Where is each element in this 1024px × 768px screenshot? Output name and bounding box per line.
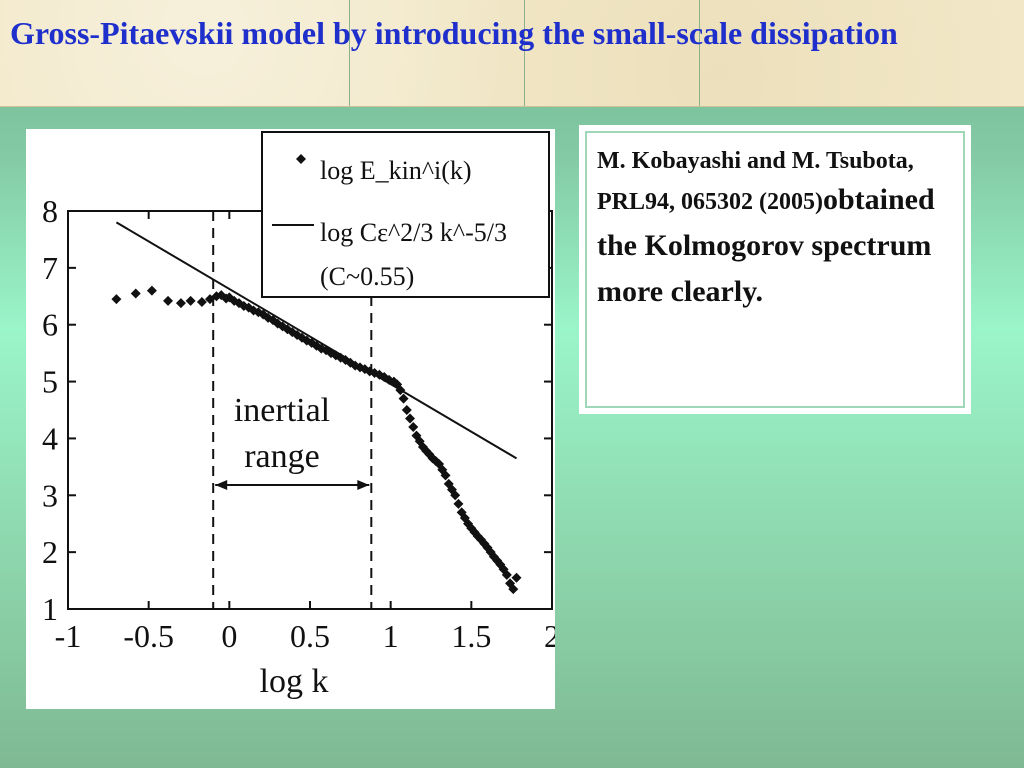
y-tick-label: 6 <box>42 307 58 343</box>
note-frame: M. Kobayashi and M. Tsubota, PRL94, 0653… <box>585 131 965 408</box>
annotation-line2: range <box>244 438 320 475</box>
energy-spectrum-point <box>401 405 412 415</box>
energy-spectrum-point <box>508 584 519 595</box>
energy-spectrum-point <box>243 302 254 313</box>
x-tick-label: 1.5 <box>451 618 491 654</box>
data-marks <box>111 221 522 595</box>
title-grid-line <box>699 0 700 106</box>
energy-spectrum-point <box>440 470 451 481</box>
annotation-line1: inertial <box>234 392 330 429</box>
inertial-range-annotation: inertial range <box>234 392 330 475</box>
energy-spectrum-point <box>359 364 370 375</box>
legend: log E_kin^i(k) log Cε^2/3 k^-5/3 (C~0.55… <box>261 131 550 298</box>
spectrum-chart: -1 -0.5 0 0.5 1 1.5 2 1 2 3 4 5 6 7 8 log k log E_kin^… <box>42 131 555 700</box>
x-axis-label: log k <box>260 663 329 700</box>
y-tick-label: 4 <box>42 420 58 456</box>
energy-spectrum-point <box>282 324 293 335</box>
x-tick-label: -0.5 <box>123 618 174 654</box>
x-tick-label: 2 <box>544 618 555 654</box>
y-tick-label: 5 <box>42 364 58 400</box>
statement-text: obtained the Kolmogorov spectrum more cl… <box>597 183 935 308</box>
title-grid-line <box>524 0 525 106</box>
legend-box <box>261 131 550 298</box>
energy-spectrum-point <box>453 498 464 509</box>
energy-spectrum-point <box>253 307 264 318</box>
chart-panel: -1 -0.5 0 0.5 1 1.5 2 1 2 3 4 5 6 7 8 log k log E_kin^… <box>26 129 555 709</box>
y-tick-label: 2 <box>42 534 58 570</box>
reference-note: M. Kobayashi and M. Tsubota, PRL94, 0653… <box>579 125 971 414</box>
energy-spectrum-point <box>364 366 375 377</box>
energy-spectrum-point <box>392 379 403 390</box>
y-tick-label: 1 <box>42 591 58 627</box>
energy-spectrum-point <box>196 296 207 307</box>
x-tick-label: 0 <box>221 618 237 654</box>
energy-spectrum-point <box>234 298 245 309</box>
energy-spectrum-point <box>345 357 356 368</box>
energy-spectrum-point <box>408 422 419 433</box>
energy-spectrum-point <box>211 291 222 302</box>
energy-spectrum-point <box>175 298 186 309</box>
legend-scatter-marker <box>296 154 306 164</box>
energy-spectrum-point <box>405 413 416 424</box>
x-tick-label: 1 <box>383 618 399 654</box>
energy-spectrum-point <box>472 531 483 542</box>
energy-spectrum-point <box>398 393 409 404</box>
title-grid-line <box>349 0 350 106</box>
legend-scatter-label: log E_kin^i(k) <box>320 156 472 185</box>
x-tick-label: 0.5 <box>290 618 330 654</box>
energy-spectrum-point <box>163 295 174 306</box>
legend-line-label: log Cε^2/3 k^-5/3 <box>320 218 507 247</box>
energy-spectrum-point <box>511 572 522 583</box>
slide-title: Gross-Pitaevskii model by introducing th… <box>10 15 898 51</box>
energy-spectrum-point <box>185 295 196 306</box>
energy-spectrum-point <box>316 343 327 354</box>
y-tick-label: 8 <box>42 193 58 229</box>
energy-spectrum-point <box>456 507 467 518</box>
energy-spectrum-point <box>501 569 512 580</box>
energy-spectrum-point <box>395 385 406 396</box>
y-tick-label: 3 <box>42 477 58 513</box>
legend-constant: (C~0.55) <box>320 262 414 291</box>
kolmogorov-fit-line <box>115 221 518 460</box>
citation-text: M. Kobayashi and M. Tsubota, PRL94, 0653… <box>597 148 914 215</box>
range-arrowhead-left <box>215 480 228 490</box>
energy-spectrum-point <box>450 490 461 501</box>
energy-spectrum-point <box>130 288 141 299</box>
energy-spectrum-point <box>505 578 516 589</box>
energy-spectrum-point <box>384 374 395 385</box>
energy-spectrum-point <box>296 332 307 343</box>
range-arrowhead-right <box>357 480 370 490</box>
x-tick-label: -1 <box>55 618 82 654</box>
energy-spectrum-point <box>146 285 157 296</box>
y-tick-label: 7 <box>42 250 58 286</box>
energy-spectrum-point <box>111 294 122 305</box>
title-bar: Gross-Pitaevskii model by introducing th… <box>0 0 1024 107</box>
